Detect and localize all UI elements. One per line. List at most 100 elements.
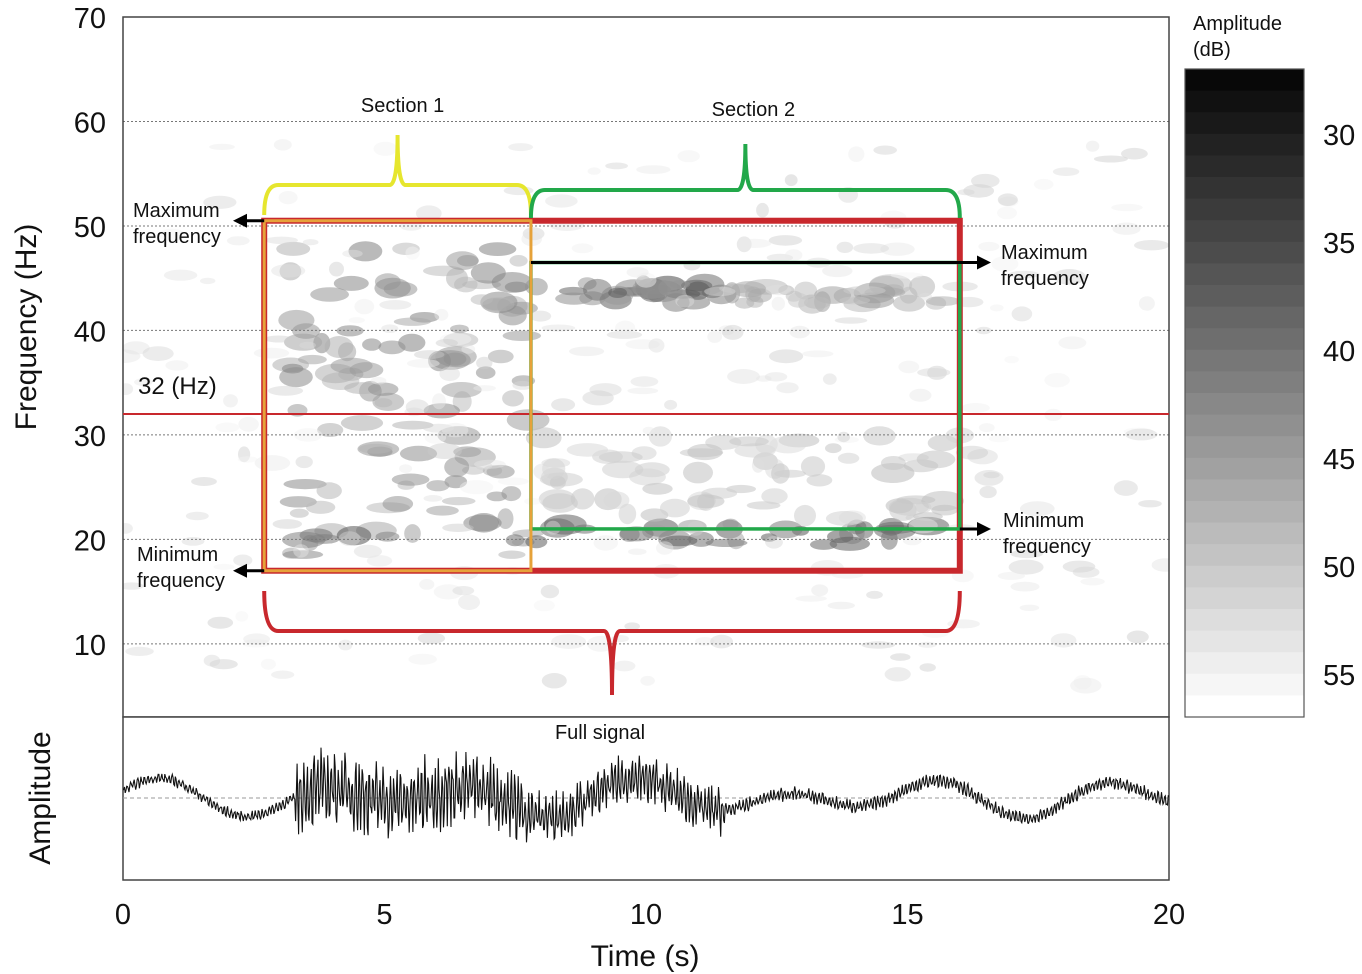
- background-texture-blob: [1008, 559, 1044, 575]
- background-texture-blob: [1033, 178, 1054, 190]
- background-texture-blob: [433, 584, 463, 600]
- background-texture-blob: [1010, 581, 1040, 592]
- background-texture-blob: [905, 514, 920, 521]
- background-texture-blob: [677, 150, 700, 163]
- background-texture-blob: [233, 554, 253, 567]
- energy-blob: [468, 513, 499, 533]
- background-texture-blob: [370, 376, 387, 385]
- colorbar-step: [1185, 220, 1304, 243]
- energy-blob: [446, 267, 468, 289]
- background-texture-blob: [990, 304, 1004, 312]
- background-texture-blob: [551, 398, 576, 412]
- background-texture-blob: [203, 654, 221, 667]
- energy-blob: [441, 382, 482, 398]
- background-texture-blob: [656, 541, 674, 555]
- energy-blob: [482, 297, 515, 312]
- background-texture-blob: [589, 383, 622, 397]
- background-texture-blob: [408, 653, 438, 665]
- energy-blob: [324, 336, 354, 358]
- background-texture-blob: [635, 272, 657, 288]
- energy-blob: [880, 456, 906, 470]
- background-texture-blob: [997, 193, 1018, 206]
- full-signal-brace: [262, 590, 962, 696]
- background-texture-blob: [836, 241, 854, 253]
- energy-blob: [374, 398, 393, 408]
- energy-blob: [498, 550, 526, 559]
- background-texture-blob: [861, 641, 896, 649]
- time-tick-label: 15: [891, 899, 923, 931]
- background-texture-blob: [736, 236, 752, 253]
- background-texture-blob: [427, 443, 462, 459]
- energy-blob: [909, 275, 936, 298]
- energy-blob: [486, 491, 507, 502]
- background-texture-blob: [764, 372, 788, 382]
- colorbar-step: [1185, 349, 1304, 372]
- colorbar-tick-label: 45: [1323, 444, 1355, 476]
- energy-blob: [915, 501, 932, 513]
- background-texture-blob: [765, 536, 783, 549]
- background-texture-blob: [399, 464, 413, 473]
- background-texture-blob: [1093, 155, 1128, 163]
- background-texture-blob: [354, 298, 375, 315]
- background-texture-blob: [338, 531, 361, 546]
- signal-title: Full signal: [555, 722, 645, 744]
- background-texture-blob: [624, 622, 640, 631]
- background-texture-blob: [529, 310, 552, 322]
- background-texture-blob: [423, 495, 443, 502]
- background-texture-blob: [834, 436, 859, 444]
- energy-blob: [279, 262, 302, 281]
- energy-blob: [378, 340, 406, 355]
- background-texture-blob: [927, 365, 947, 380]
- background-texture-blob: [1085, 140, 1100, 152]
- background-texture-blob: [1134, 240, 1169, 251]
- energy-blob: [661, 535, 698, 547]
- energy-blob: [382, 496, 414, 512]
- energy-blob: [642, 482, 673, 495]
- colorbar-step: [1185, 371, 1304, 394]
- background-texture-blob: [551, 634, 587, 649]
- energy-blob: [310, 287, 349, 302]
- background-texture-blob: [628, 548, 647, 555]
- background-texture-blob: [718, 325, 735, 336]
- background-texture-blob: [278, 191, 298, 205]
- energy-blob: [292, 323, 321, 339]
- reference-line-label: 32 (Hz): [138, 373, 217, 400]
- background-texture-blob: [582, 390, 614, 406]
- background-texture-blob: [974, 470, 1004, 486]
- background-texture-blob: [587, 167, 601, 175]
- colorbar-step: [1185, 457, 1304, 480]
- background-texture-blob: [424, 431, 447, 444]
- background-texture-blob: [497, 477, 529, 486]
- background-texture-blob: [880, 242, 915, 256]
- spectrogram-energy: [123, 139, 1169, 694]
- energy-blob: [734, 443, 776, 458]
- energy-blob: [871, 463, 915, 483]
- background-texture-blob: [254, 455, 291, 471]
- background-texture-blob: [866, 590, 883, 599]
- background-texture-blob: [569, 346, 605, 357]
- section1-label: Section 1: [361, 95, 444, 117]
- energy-blob: [305, 500, 336, 514]
- background-texture-blob: [1058, 336, 1087, 350]
- background-texture-blob: [613, 660, 636, 672]
- background-texture-blob: [961, 403, 990, 413]
- energy-blob: [729, 436, 769, 447]
- energy-blob: [470, 262, 506, 284]
- background-texture-blob: [606, 330, 643, 339]
- time-tick-label: 0: [115, 899, 131, 931]
- background-texture-blob: [707, 330, 723, 343]
- colorbar-step: [1185, 198, 1304, 221]
- energy-blob: [794, 504, 816, 527]
- colorbar-step: [1185, 285, 1304, 308]
- background-texture-blob: [165, 360, 189, 371]
- energy-blob: [916, 450, 956, 469]
- background-texture-blob: [769, 349, 804, 364]
- energy-blob: [525, 535, 548, 549]
- colorbar-step: [1185, 652, 1304, 675]
- background-texture-blob: [1004, 355, 1019, 364]
- colorbar-tick-labels: 30 35 40 45 50 55: [1323, 120, 1355, 692]
- background-texture-blob: [474, 459, 506, 469]
- energy-blob: [282, 531, 326, 549]
- background-texture-blob: [158, 228, 186, 242]
